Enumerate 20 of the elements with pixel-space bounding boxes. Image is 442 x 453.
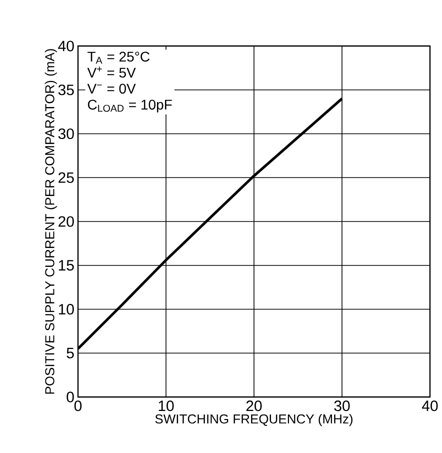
annotation: V$^{−}$ = 0V — [87, 84, 136, 94]
y-tick-label: 25 — [58, 172, 74, 183]
y-tick-label: 0 — [66, 392, 74, 402]
y-tick-label: 20 — [58, 216, 74, 227]
y-tick-label: 5 — [66, 348, 74, 358]
annotation: T$_{A}$ = 25°C — [88, 52, 150, 64]
y-axis-title: POSITIVE SUPPLY CURRENT (PER COMPARATOR) (mA) — [44, 49, 57, 394]
x-tick-label: 30 — [334, 400, 350, 412]
y-tick-label: 10 — [58, 304, 74, 315]
y-tick-label: 30 — [58, 128, 74, 140]
annotation: C$_{LOAD}$ = 10pF — [88, 100, 172, 112]
y-tick-label: 15 — [58, 260, 74, 271]
x-tick-label: 20 — [246, 400, 262, 412]
y-tick-label: 35 — [58, 84, 74, 96]
y-tick-label: 40 — [58, 40, 74, 52]
x-tick-label: 40 — [422, 400, 438, 412]
x-tick-label: 10 — [158, 400, 174, 412]
x-tick-label: 0 — [74, 400, 82, 412]
x-axis-title: SWITCHING FREQUENCY (MHz) — [155, 414, 352, 426]
annotation: V$^{+}$ = 5V — [87, 66, 136, 78]
